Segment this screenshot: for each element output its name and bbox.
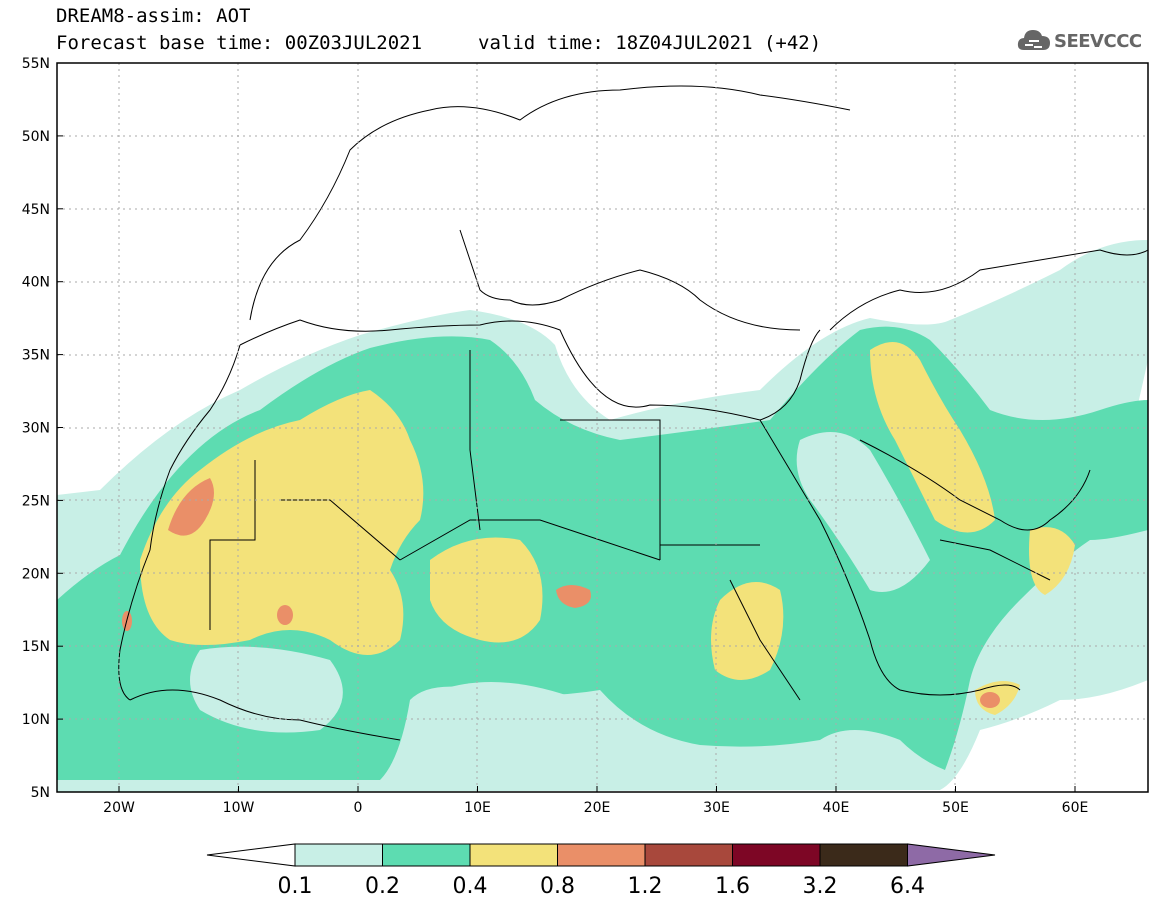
latitude-label: 45N [22, 202, 50, 218]
longitude-label: 60E [1062, 800, 1089, 816]
aot-contour-0.4 [430, 537, 543, 643]
longitude-label: 50E [942, 800, 969, 816]
colorbar-label: 1.6 [715, 874, 750, 899]
latitude-label: 5N [31, 785, 50, 801]
colorbar-label: 0.1 [278, 874, 313, 899]
colorbar-label: 1.2 [628, 874, 663, 899]
longitude-label: 20E [584, 800, 611, 816]
longitude-label: 0 [354, 800, 363, 816]
colorbar-label: 0.4 [453, 874, 488, 899]
cloud-icon [1017, 30, 1050, 50]
longitude-label: 10W [223, 800, 255, 816]
aot-low-region [796, 432, 930, 592]
colorbar-label: 0.8 [540, 874, 575, 899]
aot-low-region [433, 682, 607, 765]
aot-field [57, 240, 1148, 792]
longitude-label: 20W [103, 800, 135, 816]
graticule [57, 63, 1148, 792]
colorbar-segment [819, 843, 908, 867]
seevccc-logo: SEEVCCC [1016, 26, 1156, 56]
colorbar-label: 6.4 [890, 874, 925, 899]
colorbar: 0.1 0.2 0.4 0.8 1.2 1.6 3.2 6.4 [206, 843, 996, 899]
colorbar-segment [644, 843, 733, 867]
colorbar-label: 0.2 [365, 874, 400, 899]
aot-contour-0.4 [1029, 527, 1075, 595]
map-title: DREAM8-assim: AOT [56, 5, 251, 27]
latitude-label: 35N [22, 348, 50, 364]
colorbar-segment [382, 843, 471, 867]
forecast-base-time: Forecast base time: 00Z03JUL2021 [56, 32, 423, 54]
aot-contour-0.4 [711, 582, 784, 680]
longitude-labels: 20W 10W 0 10E 20E 30E 40E 50E 60E [103, 786, 1088, 816]
latitude-label: 50N [22, 129, 50, 145]
longitude-label: 30E [703, 800, 730, 816]
logo-text: SEEVCCC [1054, 31, 1142, 52]
latitude-label: 55N [22, 56, 50, 72]
colorbar-segment [469, 843, 558, 867]
colorbar-segment [732, 843, 821, 867]
aot-contour-0.8 [556, 585, 591, 608]
latitude-label: 20N [22, 566, 50, 582]
colorbar-label: 3.2 [803, 874, 838, 899]
longitude-label: 10E [464, 800, 491, 816]
valid-time: valid time: 18Z04JUL2021 (+42) [478, 32, 822, 54]
aot-low-region [190, 646, 343, 733]
aot-contour-0.4 [140, 390, 424, 655]
latitude-label: 30N [22, 421, 50, 437]
aot-contour-0.4 [870, 342, 995, 533]
latitude-label: 10N [22, 712, 50, 728]
aot-contour-0.8 [168, 478, 214, 536]
longitude-label: 40E [823, 800, 850, 816]
colorbar-arrow-high [907, 843, 996, 867]
latitude-label: 40N [22, 275, 50, 291]
colorbar-arrow-low [206, 843, 296, 867]
latitude-labels: 55N 50N 45N 40N 35N 30N 25N 20N 15N 10N 5N [22, 56, 63, 801]
colorbar-segment [557, 843, 646, 867]
latitude-label: 25N [22, 493, 50, 509]
latitude-label: 15N [22, 639, 50, 655]
colorbar-segment [294, 843, 383, 867]
aot-contour-0.8 [277, 605, 293, 625]
aot-contour-0.8 [980, 692, 1000, 708]
